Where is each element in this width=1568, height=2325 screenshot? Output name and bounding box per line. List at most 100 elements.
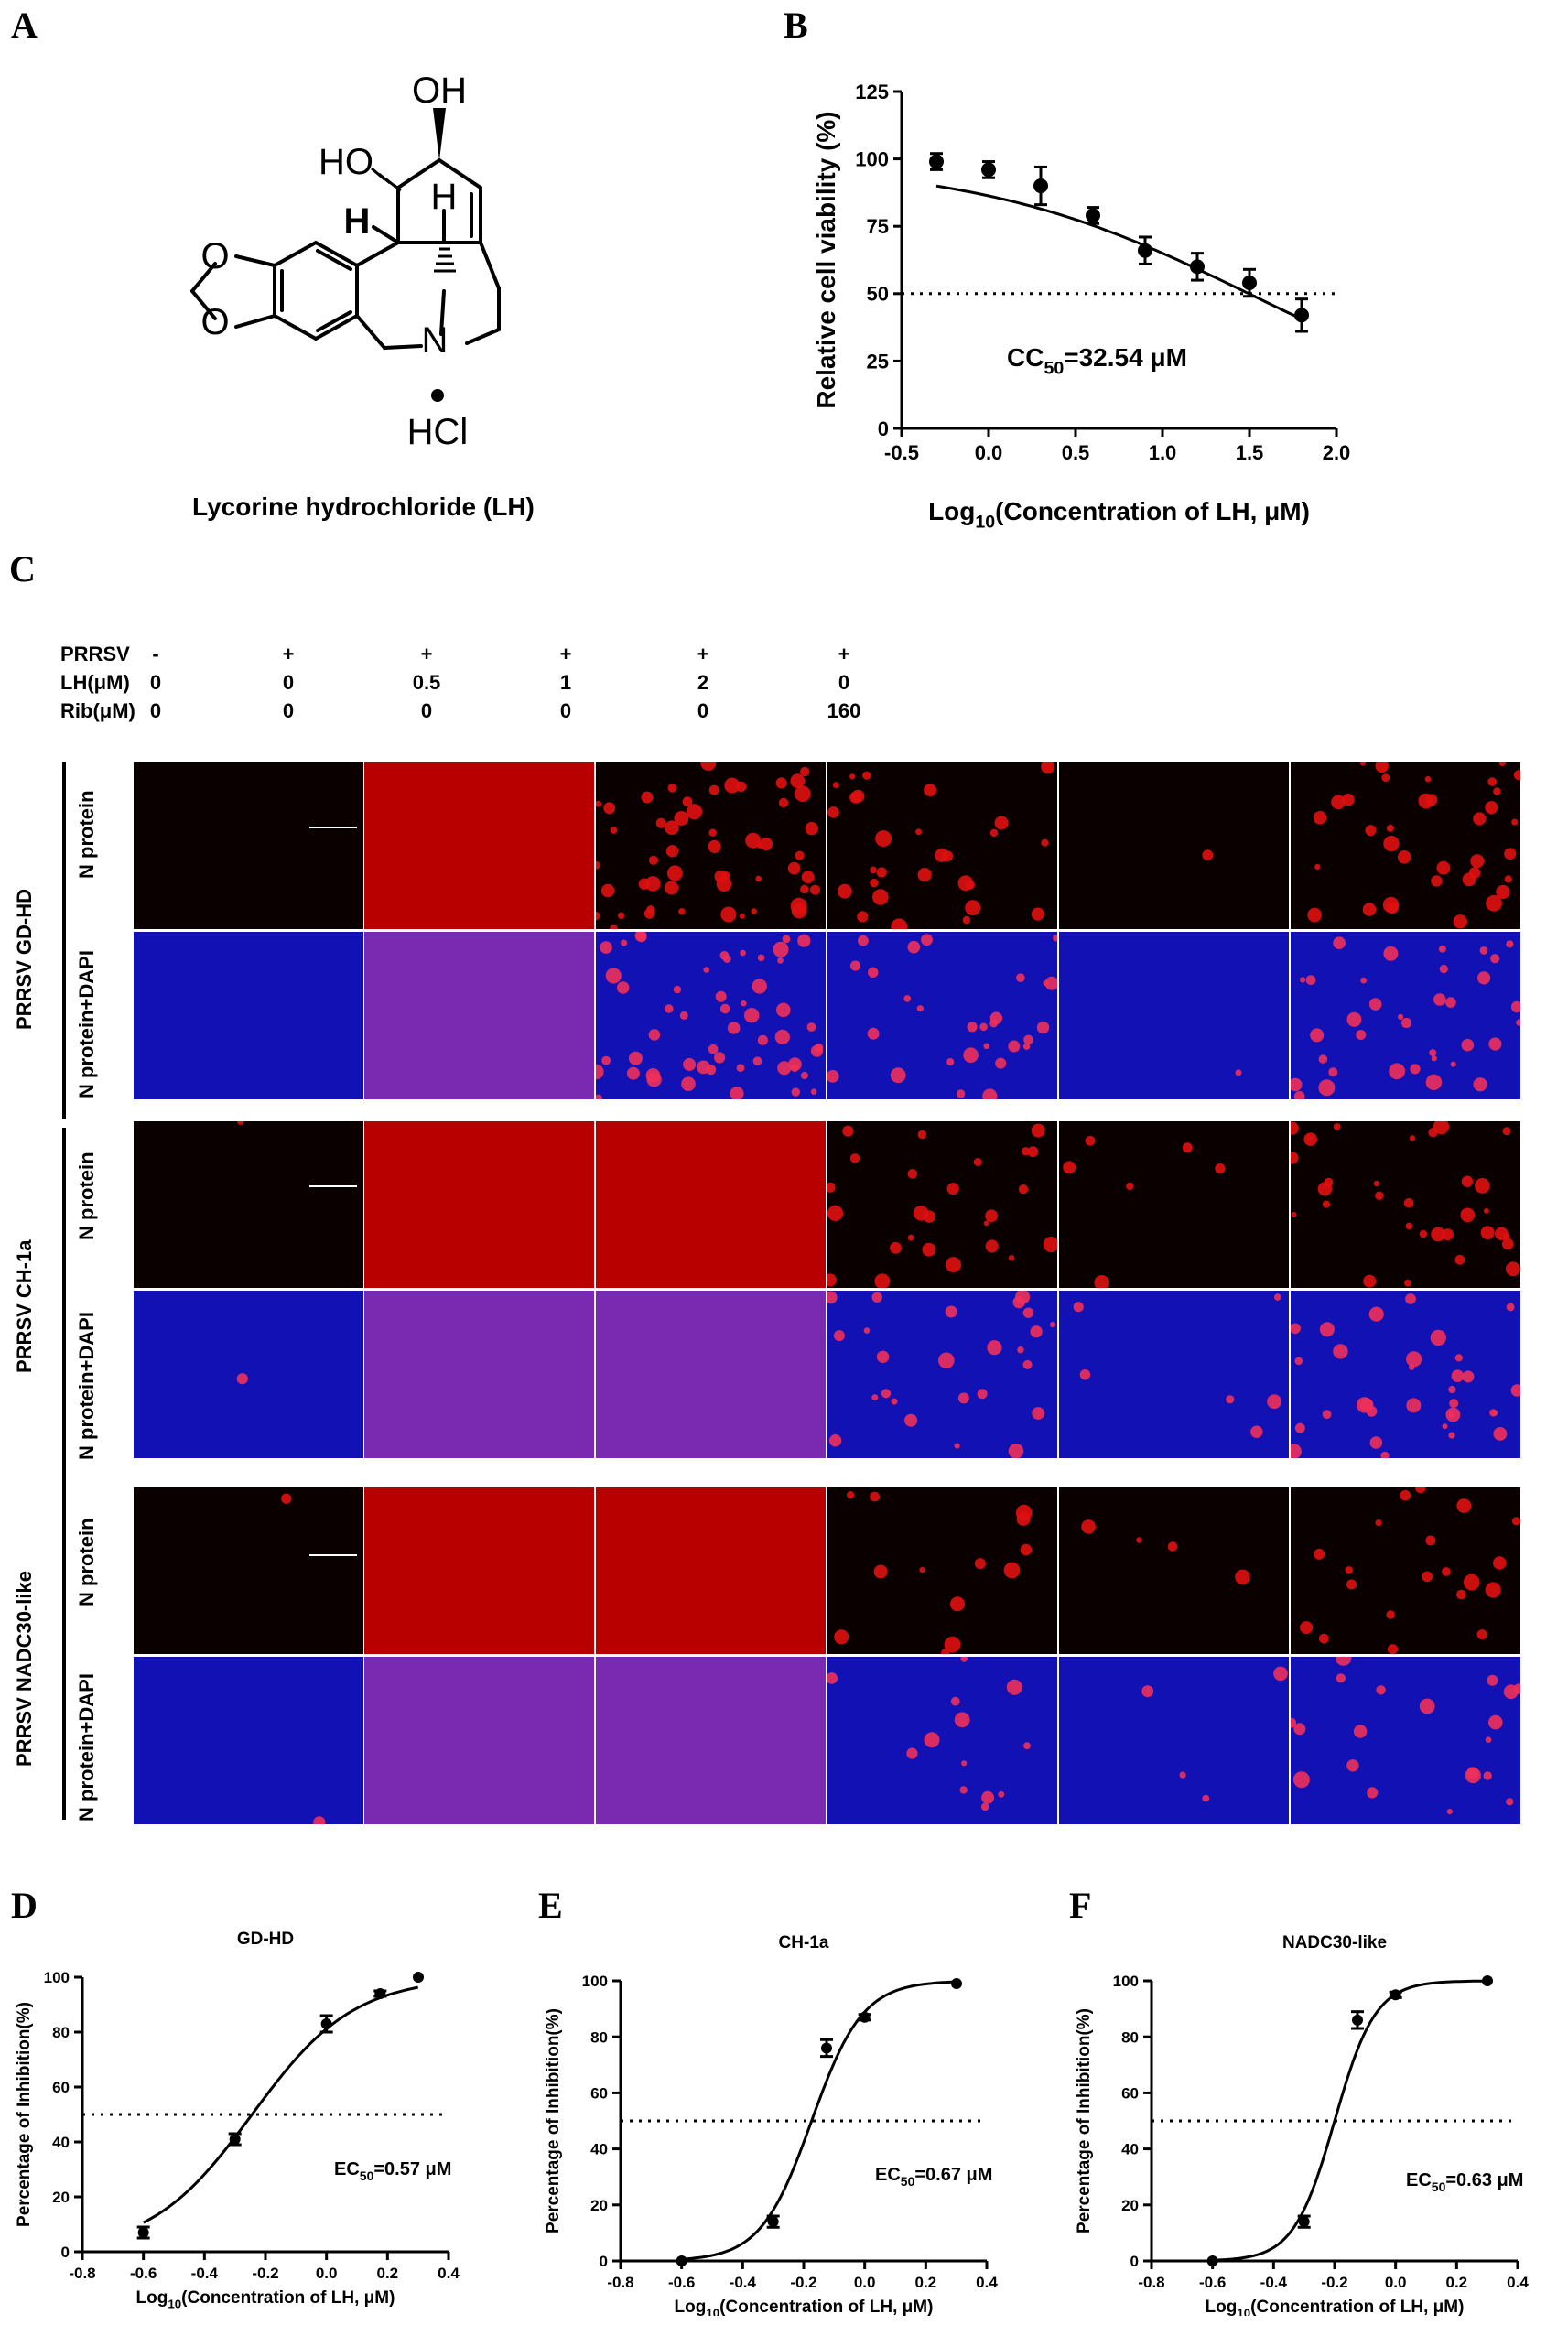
infected-cell	[1016, 973, 1025, 982]
micrograph-n-protein	[134, 762, 363, 929]
group-label-nadc30: PRRSV NADC30-like	[13, 1571, 36, 1767]
infected-cell	[806, 1022, 816, 1032]
infected-cell	[1306, 1134, 1313, 1141]
infected-cell	[596, 860, 600, 870]
infected-cell	[1044, 976, 1057, 990]
infected-cell	[1504, 875, 1512, 883]
fit-curve	[935, 184, 1303, 320]
infected-cell	[1490, 954, 1500, 964]
infected-cell	[1460, 1207, 1476, 1223]
micrograph-merge	[827, 1657, 1057, 1824]
cond-value: 0	[282, 699, 295, 722]
infected-cell	[773, 941, 789, 957]
y-tick-label: 40	[1121, 2141, 1139, 2158]
data-point	[1298, 2216, 1310, 2228]
infected-cell	[1293, 1091, 1305, 1099]
annotation-rest: =0.63 μM	[1445, 2170, 1523, 2190]
micrograph-n-protein	[827, 1121, 1057, 1288]
infected-cell	[1136, 1537, 1142, 1543]
infected-cell	[1022, 1307, 1034, 1318]
infected-cell	[873, 1564, 888, 1579]
data-point	[1206, 2255, 1218, 2266]
infected-cell	[1291, 1323, 1301, 1335]
infected-cell	[1126, 1182, 1134, 1191]
data-point	[1294, 308, 1309, 323]
micrograph-n-protein	[364, 1121, 594, 1288]
micrograph-cells	[1202, 849, 1214, 861]
infected-cell	[827, 1291, 838, 1304]
infected-cell	[1483, 1207, 1489, 1214]
scale-bar-gd	[309, 827, 357, 828]
x-axis-label: Log10(Concentration of LH, μM)	[1206, 2298, 1465, 2316]
infected-cell	[1425, 1074, 1443, 1090]
infected-cell	[1410, 1064, 1421, 1075]
chart-nadc30-like: 0 20 40 60 80 100 -0.8 -0.6 -0.4 -0.2 0.0 0.2 0.4 NAD…	[1075, 1933, 1529, 2316]
y-tick-label: 50	[867, 283, 889, 306]
infected-cell	[795, 850, 805, 860]
infected-cell	[1235, 1069, 1242, 1076]
infected-cell	[849, 773, 856, 780]
infected-cell	[776, 1002, 791, 1018]
infected-cell	[904, 1413, 918, 1427]
annotation-sub: 50	[360, 2168, 374, 2183]
infected-cell	[1456, 1589, 1466, 1600]
x-label-rest: (Concentration of LH, μM)	[719, 2298, 933, 2316]
annotation-main: EC	[334, 2159, 360, 2179]
infected-cell	[946, 1058, 955, 1066]
panel-letter-b: B	[784, 5, 808, 46]
cond-value: +	[559, 643, 572, 665]
x-tick-label: 1.5	[1236, 441, 1264, 464]
infected-cell	[1462, 872, 1476, 887]
infected-cell	[281, 1493, 292, 1504]
infected-cell	[1022, 1043, 1031, 1050]
infected-cell	[959, 1786, 968, 1794]
infected-cell	[1319, 1322, 1335, 1337]
infected-cell	[727, 1022, 741, 1034]
infected-cell	[1179, 1771, 1186, 1779]
x-label-main: Log	[928, 497, 975, 525]
row-label-nadc-n: N protein	[75, 1518, 98, 1606]
infected-cell	[648, 855, 659, 865]
infected-cell	[890, 1241, 902, 1254]
x-tick-label: 0.2	[1446, 2274, 1468, 2291]
infected-cell	[683, 1057, 697, 1071]
infected-cell	[1300, 977, 1306, 983]
infected-cell	[1442, 1567, 1451, 1576]
cond-value: 0	[838, 671, 850, 694]
infected-cell	[942, 850, 953, 862]
infected-cell	[634, 932, 647, 942]
micrograph-cells	[1291, 936, 1520, 1099]
cond-label-rib: Rib(μM)	[60, 699, 135, 722]
chart-gd-hd: 0 20 40 60 80 100 -0.8 -0.6 -0.4 -0.2 0.0 0.2 0.4 GD-…	[15, 1931, 460, 2311]
infected-cell	[665, 845, 679, 858]
infected-cell	[790, 897, 807, 914]
infected-cell	[1335, 1657, 1352, 1666]
infected-cell	[1307, 907, 1322, 923]
micrograph-cells	[364, 932, 594, 1099]
infected-cell	[1488, 1037, 1502, 1051]
infected-cell	[1425, 1535, 1436, 1546]
infected-cell	[857, 911, 869, 923]
micrograph-merge	[596, 1657, 826, 1824]
micrograph-n-protein	[1291, 762, 1520, 929]
infected-cell	[1462, 1370, 1475, 1383]
infected-cell	[1383, 835, 1400, 852]
infected-cell	[665, 1004, 674, 1013]
micrograph-n-protein	[827, 762, 1057, 929]
infected-cell	[921, 934, 933, 946]
infected-cell	[1365, 825, 1377, 837]
data-point	[320, 2018, 332, 2029]
chart-title: GD-HD	[237, 1931, 294, 1949]
group-label-ch-1a: PRRSV CH-1a	[13, 1239, 36, 1373]
infected-cell	[827, 806, 839, 818]
y-tick-label: 60	[1121, 2085, 1139, 2103]
infected-cell	[876, 867, 887, 878]
infected-cell	[1448, 1385, 1456, 1394]
infected-cell	[1456, 1498, 1472, 1513]
infected-cell	[1017, 1346, 1024, 1354]
x-label-rest: (Concentration of LH, μM)	[995, 497, 1310, 525]
infected-cell	[891, 918, 908, 929]
infected-cell	[805, 822, 818, 836]
infected-cell	[1368, 998, 1382, 1011]
infected-cell	[994, 816, 1009, 830]
